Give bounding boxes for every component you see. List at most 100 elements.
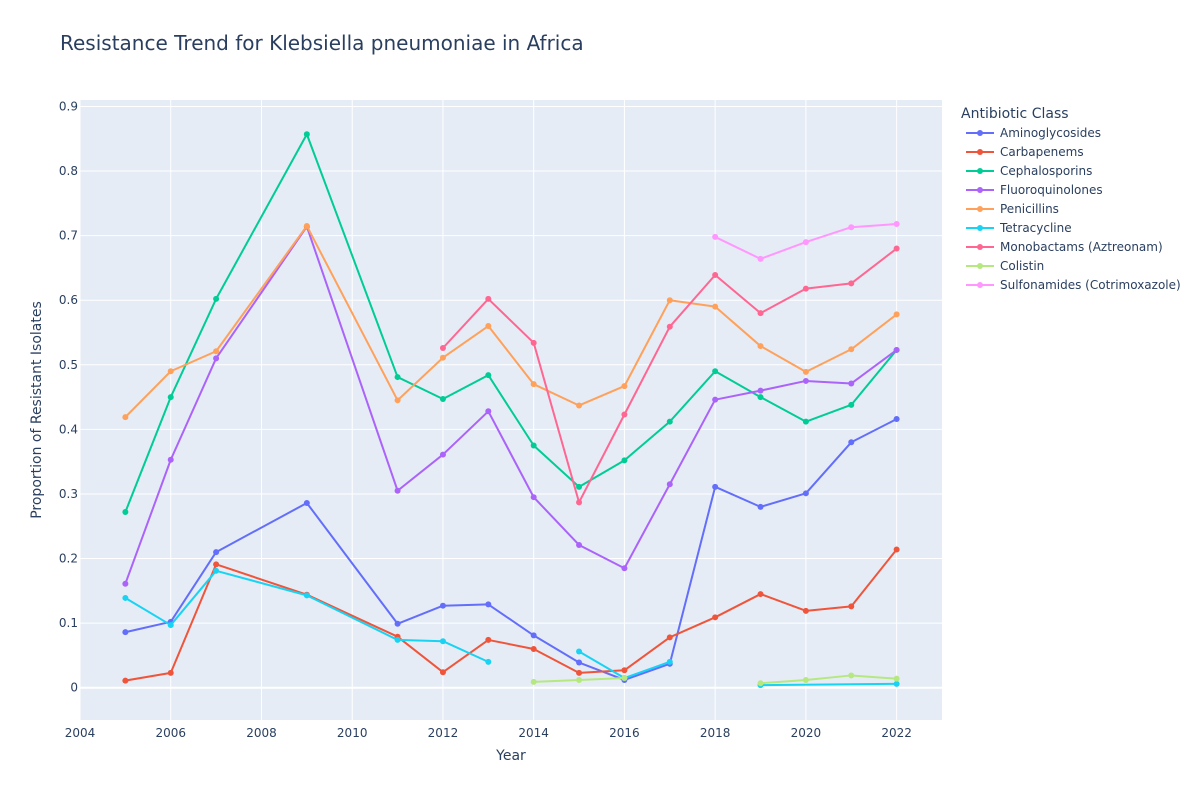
data-point[interactable] [802, 285, 809, 292]
data-point[interactable] [621, 565, 628, 572]
data-point[interactable] [666, 658, 673, 665]
legend-item[interactable]: Cephalosporins [966, 164, 1092, 178]
data-point[interactable] [757, 387, 764, 394]
data-point[interactable] [893, 346, 900, 353]
data-point[interactable] [213, 567, 220, 574]
data-point[interactable] [802, 676, 809, 683]
data-point[interactable] [167, 456, 174, 463]
data-point[interactable] [213, 295, 220, 302]
data-point[interactable] [893, 311, 900, 318]
legend-item[interactable]: Tetracycline [966, 221, 1072, 235]
data-point[interactable] [439, 451, 446, 458]
data-point[interactable] [213, 348, 220, 355]
data-point[interactable] [666, 634, 673, 641]
data-point[interactable] [848, 439, 855, 446]
data-point[interactable] [485, 408, 492, 415]
data-point[interactable] [712, 233, 719, 240]
legend-item[interactable]: Carbapenems [966, 145, 1084, 159]
data-point[interactable] [893, 675, 900, 682]
data-point[interactable] [848, 603, 855, 610]
data-point[interactable] [485, 323, 492, 330]
data-point[interactable] [848, 401, 855, 408]
data-point[interactable] [303, 222, 310, 229]
data-point[interactable] [893, 221, 900, 227]
data-point[interactable] [167, 669, 174, 676]
data-point[interactable] [621, 675, 628, 682]
data-point[interactable] [621, 411, 628, 418]
data-point[interactable] [485, 372, 492, 379]
data-point[interactable] [122, 677, 129, 684]
data-point[interactable] [167, 622, 174, 629]
data-point[interactable] [712, 303, 719, 310]
data-point[interactable] [530, 678, 537, 685]
data-point[interactable] [167, 368, 174, 375]
data-point[interactable] [621, 457, 628, 464]
data-point[interactable] [666, 297, 673, 304]
data-point[interactable] [530, 632, 537, 639]
data-point[interactable] [576, 669, 583, 676]
legend-item[interactable]: Aminoglycosides [966, 126, 1101, 140]
data-point[interactable] [303, 592, 310, 599]
data-point[interactable] [802, 490, 809, 497]
data-point[interactable] [122, 594, 129, 601]
data-point[interactable] [802, 377, 809, 384]
data-point[interactable] [439, 602, 446, 609]
data-point[interactable] [893, 416, 900, 423]
data-point[interactable] [530, 442, 537, 449]
data-point[interactable] [439, 638, 446, 645]
data-point[interactable] [757, 680, 764, 687]
data-point[interactable] [439, 345, 446, 351]
data-point[interactable] [122, 580, 129, 587]
legend-item[interactable]: Sulfonamides (Cotrimoxazole) [966, 278, 1181, 292]
legend-item[interactable]: Fluoroquinolones [966, 183, 1103, 197]
data-point[interactable] [530, 494, 537, 501]
data-point[interactable] [666, 418, 673, 425]
data-point[interactable] [485, 295, 492, 302]
data-point[interactable] [848, 672, 855, 679]
data-point[interactable] [122, 414, 129, 421]
data-point[interactable] [439, 396, 446, 403]
data-point[interactable] [848, 380, 855, 387]
data-point[interactable] [394, 636, 401, 643]
data-point[interactable] [802, 368, 809, 375]
data-point[interactable] [757, 310, 764, 317]
data-point[interactable] [757, 394, 764, 401]
data-point[interactable] [576, 402, 583, 409]
data-point[interactable] [576, 648, 583, 655]
data-point[interactable] [530, 645, 537, 652]
data-point[interactable] [303, 500, 310, 506]
data-point[interactable] [757, 255, 764, 262]
data-point[interactable] [485, 636, 492, 643]
data-point[interactable] [666, 481, 673, 488]
data-point[interactable] [576, 541, 583, 548]
data-point[interactable] [757, 343, 764, 350]
data-point[interactable] [122, 629, 129, 636]
data-point[interactable] [439, 354, 446, 361]
data-point[interactable] [621, 383, 628, 390]
data-point[interactable] [893, 680, 900, 687]
data-point[interactable] [893, 245, 900, 252]
data-point[interactable] [530, 381, 537, 388]
data-point[interactable] [576, 483, 583, 490]
data-point[interactable] [848, 224, 855, 231]
legend-item[interactable]: Monobactams (Aztreonam) [966, 240, 1163, 254]
data-point[interactable] [167, 394, 174, 401]
data-point[interactable] [712, 272, 719, 279]
data-point[interactable] [848, 346, 855, 353]
data-point[interactable] [439, 669, 446, 676]
data-point[interactable] [712, 396, 719, 403]
data-point[interactable] [712, 614, 719, 621]
data-point[interactable] [530, 339, 537, 346]
data-point[interactable] [576, 676, 583, 683]
data-point[interactable] [394, 397, 401, 404]
legend-item[interactable]: Colistin [966, 259, 1044, 273]
data-point[interactable] [485, 601, 492, 608]
data-point[interactable] [802, 607, 809, 614]
data-point[interactable] [576, 499, 583, 506]
data-point[interactable] [122, 509, 129, 516]
data-point[interactable] [213, 561, 220, 568]
data-point[interactable] [757, 503, 764, 510]
data-point[interactable] [757, 591, 764, 598]
data-point[interactable] [712, 368, 719, 375]
data-point[interactable] [303, 131, 310, 138]
